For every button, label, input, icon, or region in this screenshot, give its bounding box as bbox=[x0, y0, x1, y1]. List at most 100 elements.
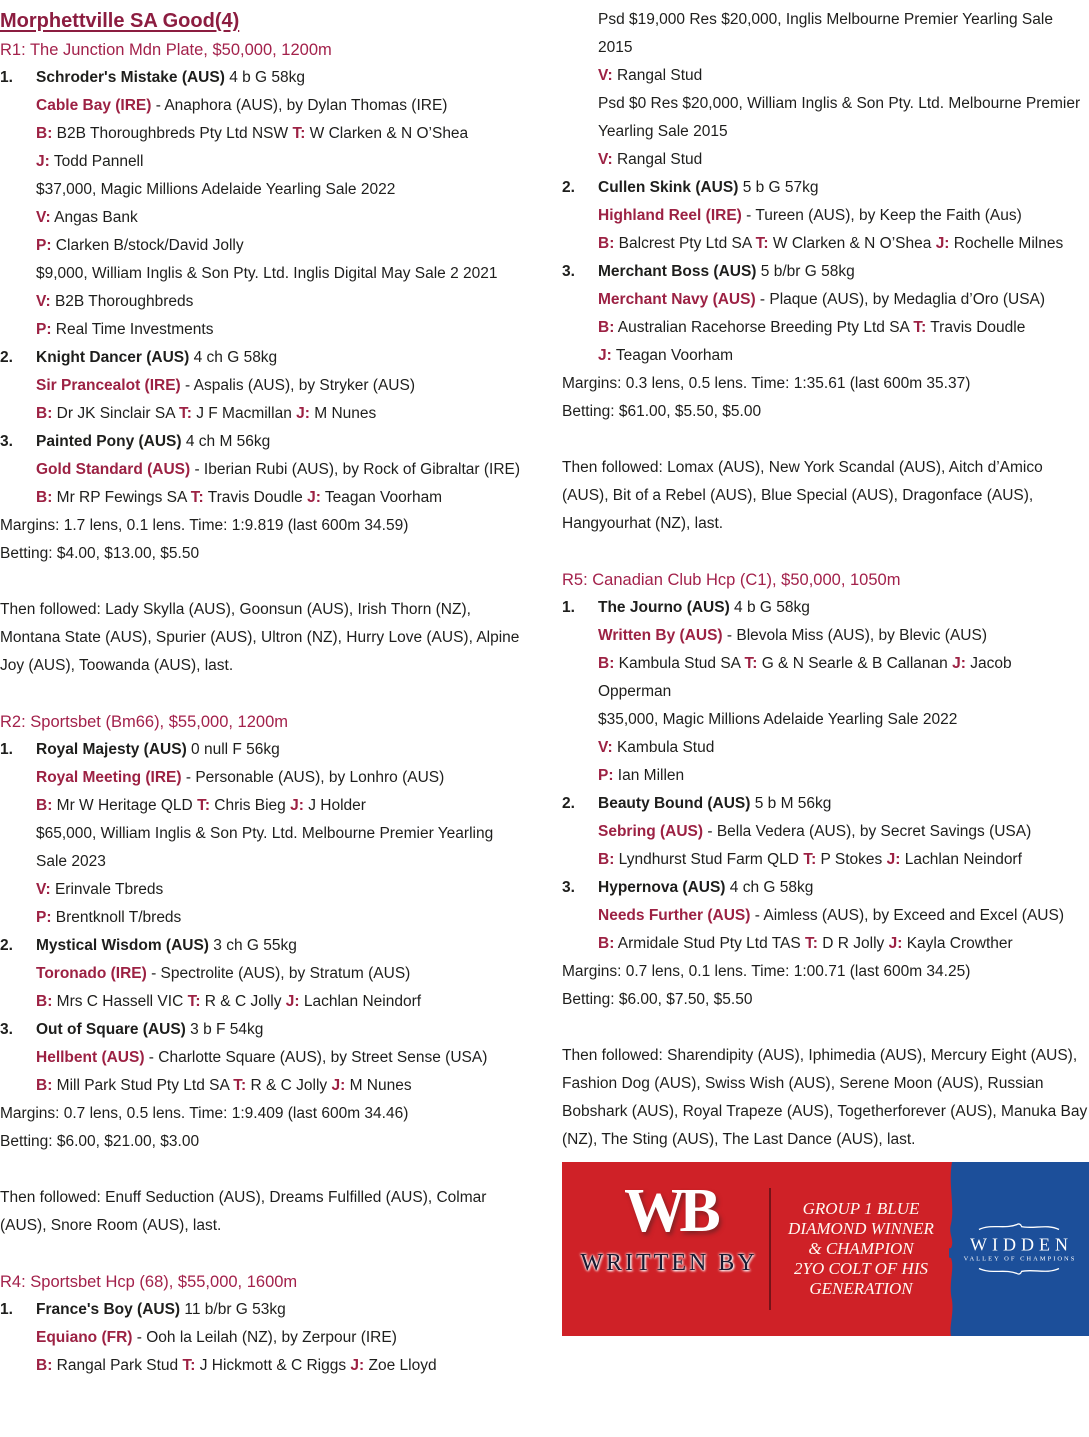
entry-detail: B: Armidale Stud Pty Ltd TAS T: D R Joll… bbox=[562, 930, 1089, 958]
body-text: 4 b G 58kg bbox=[224, 69, 306, 86]
left-column: Morphettville SA Good(4) R1: The Junction… bbox=[0, 6, 527, 1437]
entry-detail: $9,000, William Inglis & Son Pty. Ltd. I… bbox=[0, 260, 527, 288]
banner-tagline: GROUP 1 BLUE DIAMOND WINNER & CHAMPION 2… bbox=[779, 1162, 943, 1336]
body-text: 3 b F 54kg bbox=[185, 1021, 264, 1038]
banner-divider bbox=[769, 1188, 771, 1310]
body-text: Psd $0 Res $20,000, William Inglis & Son… bbox=[598, 95, 1081, 140]
flourish-top-icon bbox=[978, 1223, 1060, 1231]
widden-wordmark: WIDDEN bbox=[970, 1234, 1073, 1255]
race-summary-line: Margins: 0.7 lens, 0.5 lens. Time: 1:9.4… bbox=[0, 1100, 527, 1128]
accent-text: T: bbox=[805, 935, 818, 952]
body-text: - Aimless (AUS), by Exceed and Excel (AU… bbox=[750, 907, 1064, 924]
body-text: - Aspalis (AUS), by Stryker (AUS) bbox=[180, 377, 415, 394]
spacer bbox=[0, 568, 527, 596]
accent-text: T: bbox=[182, 1357, 196, 1374]
widden-panel: WIDDEN VALLEY OF CHAMPIONS bbox=[949, 1162, 1089, 1336]
entry-detail: P: Ian Millen bbox=[562, 762, 1089, 790]
accent-text: Hellbent (AUS) bbox=[36, 1049, 145, 1066]
body-text: Travis Doudle bbox=[203, 489, 308, 506]
tagline-line: GENERATION bbox=[809, 1279, 913, 1298]
horse-name: Hypernova (AUS) bbox=[598, 879, 726, 896]
entry-detail: P: Clarken B/stock/David Jolly bbox=[0, 232, 527, 260]
race-summary-line: Betting: $6.00, $21.00, $3.00 bbox=[0, 1128, 527, 1156]
entry-detail: B: Kambula Stud SA T: G & N Searle & B C… bbox=[562, 650, 1089, 706]
accent-text: V: bbox=[598, 739, 613, 756]
entry-detail: Sir Prancealot (IRE) - Aspalis (AUS), by… bbox=[0, 372, 527, 400]
accent-text: P: bbox=[598, 767, 614, 784]
entry-detail: Royal Meeting (IRE) - Personable (AUS), … bbox=[0, 764, 527, 792]
entry-detail: $37,000, Magic Millions Adelaide Yearlin… bbox=[0, 176, 527, 204]
accent-text: B: bbox=[36, 125, 53, 142]
place-number: 1. bbox=[562, 599, 575, 616]
body-text: $37,000, Magic Millions Adelaide Yearlin… bbox=[36, 181, 396, 198]
result-entry: 2. Knight Dancer (AUS) 4 ch G 58kg bbox=[0, 344, 527, 372]
accent-text: Equiano (FR) bbox=[36, 1329, 133, 1346]
result-entry: 3. Painted Pony (AUS) 4 ch M 56kg bbox=[0, 428, 527, 456]
accent-text: T: bbox=[803, 851, 817, 868]
body-text: Betting: $6.00, $21.00, $3.00 bbox=[0, 1133, 200, 1150]
race-summary-line: Betting: $4.00, $13.00, $5.50 bbox=[0, 540, 527, 568]
body-text: 3 ch G 55kg bbox=[208, 937, 297, 954]
body-text: Teagan Voorham bbox=[611, 347, 734, 364]
body-text: Mill Park Stud Pty Ltd SA bbox=[52, 1077, 234, 1094]
body-text: Kambula Stud bbox=[612, 739, 715, 756]
accent-text: B: bbox=[598, 235, 615, 252]
body-text: 4 ch M 56kg bbox=[181, 433, 271, 450]
accent-text: B: bbox=[598, 935, 615, 952]
body-text: Rangal Park Stud bbox=[52, 1357, 183, 1374]
accent-text: J: bbox=[886, 851, 901, 868]
entry-detail: Sebring (AUS) - Bella Vedera (AUS), by S… bbox=[562, 818, 1089, 846]
body-text: - Spectrolite (AUS), by Stratum (AUS) bbox=[146, 965, 411, 982]
accent-text: T: bbox=[755, 235, 769, 252]
body-text: J F Macmillan bbox=[191, 405, 297, 422]
written-by-wordmark: WRITTEN BY bbox=[580, 1250, 758, 1276]
body-text: B2B Thoroughbreds bbox=[50, 293, 194, 310]
tagline-line: 2YO COLT OF HIS bbox=[794, 1259, 928, 1278]
place-number: 3. bbox=[0, 433, 13, 450]
place-number: 3. bbox=[0, 1021, 13, 1038]
written-by-logo: WB WRITTEN BY bbox=[580, 1180, 758, 1276]
accent-text: J: bbox=[296, 405, 310, 422]
body-text: Rochelle Milnes bbox=[949, 235, 1064, 252]
spacer bbox=[562, 538, 1089, 566]
body-text: Then followed: Sharendipity (AUS), Iphim… bbox=[562, 1047, 1088, 1148]
entry-detail: Merchant Navy (AUS) - Plaque (AUS), by M… bbox=[562, 286, 1089, 314]
body-text: - Plaque (AUS), by Medaglia d’Oro (USA) bbox=[755, 291, 1046, 308]
body-text: - Blevola Miss (AUS), by Blevic (AUS) bbox=[722, 627, 987, 644]
place-number: 1. bbox=[0, 741, 13, 758]
race-summary-line: Then followed: Lady Skylla (AUS), Goonsu… bbox=[0, 596, 527, 680]
body-text: - Ooh la Leilah (NZ), by Zerpour (IRE) bbox=[132, 1329, 397, 1346]
widden-tagline: VALLEY OF CHAMPIONS bbox=[963, 1255, 1077, 1263]
race-summary-line: Margins: 1.7 lens, 0.1 lens. Time: 1:9.8… bbox=[0, 512, 527, 540]
horse-name: Mystical Wisdom (AUS) bbox=[36, 937, 209, 954]
place-number: 2. bbox=[562, 795, 575, 812]
accent-text: Needs Further (AUS) bbox=[598, 907, 751, 924]
horse-name: France's Boy (AUS) bbox=[36, 1301, 181, 1318]
body-text: Jacob Opperman bbox=[598, 655, 1012, 700]
place-number: 1. bbox=[0, 69, 13, 86]
entry-detail: B: Mr W Heritage QLD T: Chris Bieg J: J … bbox=[0, 792, 527, 820]
entry-detail: B: Australian Racehorse Breeding Pty Ltd… bbox=[562, 314, 1089, 342]
advert-banner[interactable]: WB WRITTEN BY GROUP 1 BLUE DIAMOND WINNE… bbox=[562, 1162, 1089, 1336]
entry-detail: P: Brentknoll T/breds bbox=[0, 904, 527, 932]
result-entry: 1. France's Boy (AUS) 11 b/br G 53kg bbox=[0, 1296, 527, 1324]
body-text: Betting: $61.00, $5.50, $5.00 bbox=[562, 403, 762, 420]
entry-detail: V: B2B Thoroughbreds bbox=[0, 288, 527, 316]
entry-detail: Written By (AUS) - Blevola Miss (AUS), b… bbox=[562, 622, 1089, 650]
body-text: R & C Jolly bbox=[200, 993, 286, 1010]
entry-detail: V: Rangal Stud bbox=[562, 62, 1089, 90]
body-text: $9,000, William Inglis & Son Pty. Ltd. I… bbox=[36, 265, 498, 282]
entry-detail: B: Dr JK Sinclair SA T: J F Macmillan J:… bbox=[0, 400, 527, 428]
entry-detail: $65,000, William Inglis & Son Pty. Ltd. … bbox=[0, 820, 527, 876]
body-text: Teagan Voorham bbox=[320, 489, 443, 506]
body-text: Margins: 0.3 lens, 0.5 lens. Time: 1:35.… bbox=[562, 375, 971, 392]
accent-text: J: bbox=[598, 347, 612, 364]
body-text: 5 b G 57kg bbox=[738, 179, 819, 196]
body-text: - Iberian Rubi (AUS), by Rock of Gibralt… bbox=[190, 461, 521, 478]
accent-text: J: bbox=[36, 153, 50, 170]
entry-detail: Gold Standard (AUS) - Iberian Rubi (AUS)… bbox=[0, 456, 527, 484]
race-header: R5: Canadian Club Hcp (C1), $50,000, 105… bbox=[562, 571, 901, 589]
spacer bbox=[0, 1240, 527, 1268]
body-text: M Nunes bbox=[345, 1077, 412, 1094]
